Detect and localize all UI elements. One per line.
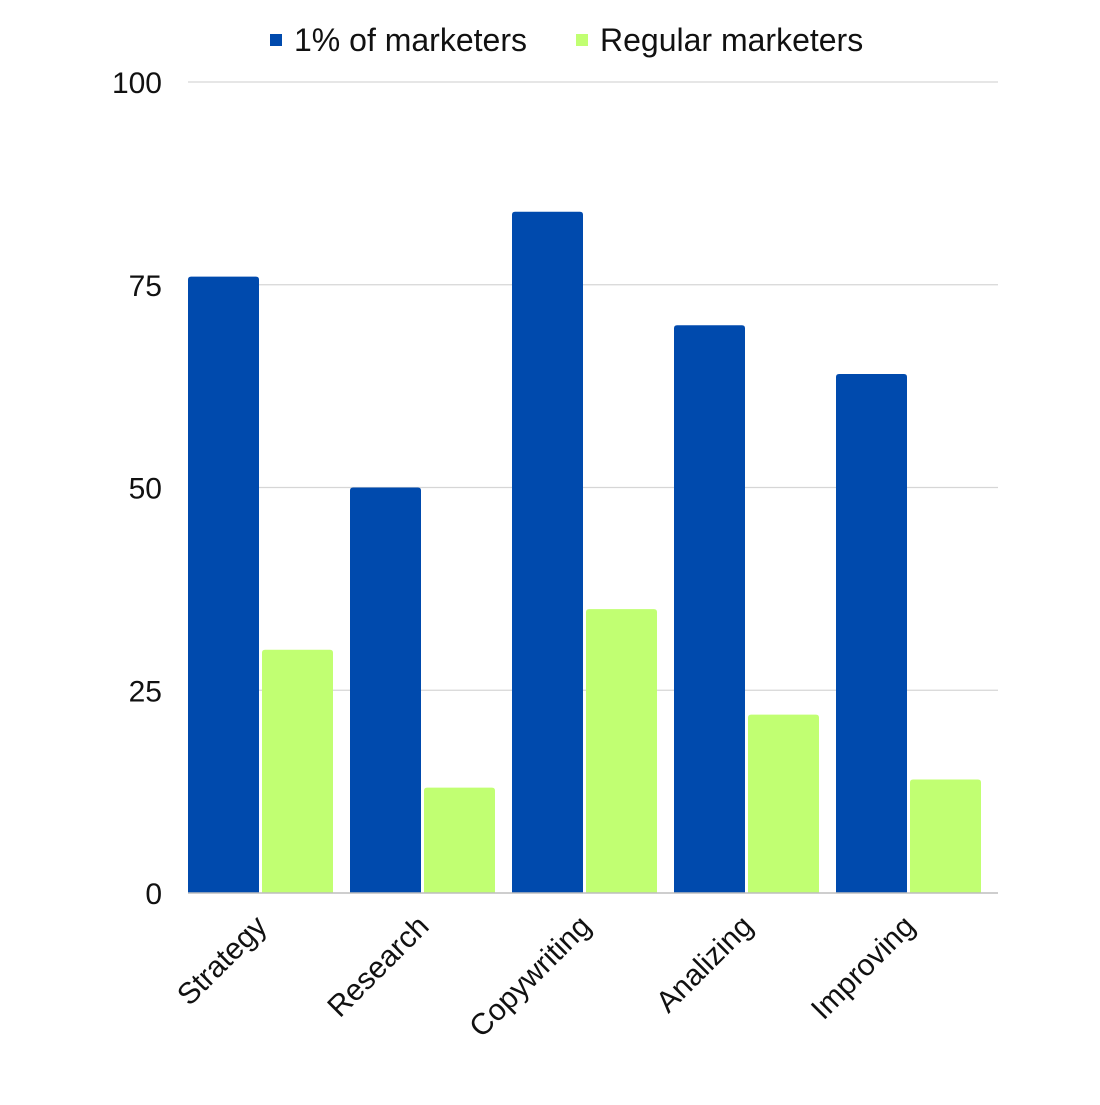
- bar-strategy-series-1: [188, 276, 259, 893]
- legend-swatch-series-2: [576, 34, 588, 46]
- bars: [188, 211, 981, 894]
- x-tick-label-strategy: Strategy: [171, 910, 273, 1012]
- x-axis-ticks: Strategy Research Copywriting Analizing Impr…: [171, 910, 921, 1044]
- bar-copywriting-series-1: [512, 211, 583, 893]
- bar-analizing-series-1: [674, 325, 745, 893]
- bar-research-series-1: [350, 487, 421, 893]
- bar-copywriting-series-2: [586, 609, 657, 893]
- legend-swatch-series-1: [270, 34, 282, 46]
- y-tick-label: 75: [129, 270, 162, 303]
- legend-label-series-2: Regular marketers: [600, 22, 863, 58]
- x-tick-label-copywriting: Copywriting: [463, 910, 597, 1044]
- legend-label-series-1: 1% of marketers: [294, 22, 527, 58]
- y-tick-label: 100: [112, 67, 162, 100]
- y-axis-ticks: 0 25 50 75 100: [112, 67, 162, 911]
- bar-analizing-series-2: [748, 714, 819, 893]
- bar-improving-series-2: [910, 779, 981, 893]
- y-tick-label: 0: [145, 878, 162, 911]
- x-tick-label-analizing: Analizing: [650, 910, 759, 1019]
- bar-strategy-series-2: [262, 649, 333, 893]
- bar-research-series-2: [424, 787, 495, 893]
- bar-improving-series-1: [836, 373, 907, 894]
- x-tick-label-research: Research: [321, 910, 435, 1024]
- legend: 1% of marketers Regular marketers: [270, 22, 863, 58]
- x-tick-label-improving: Improving: [805, 910, 921, 1026]
- y-tick-label: 25: [129, 675, 162, 708]
- y-tick-label: 50: [129, 473, 162, 506]
